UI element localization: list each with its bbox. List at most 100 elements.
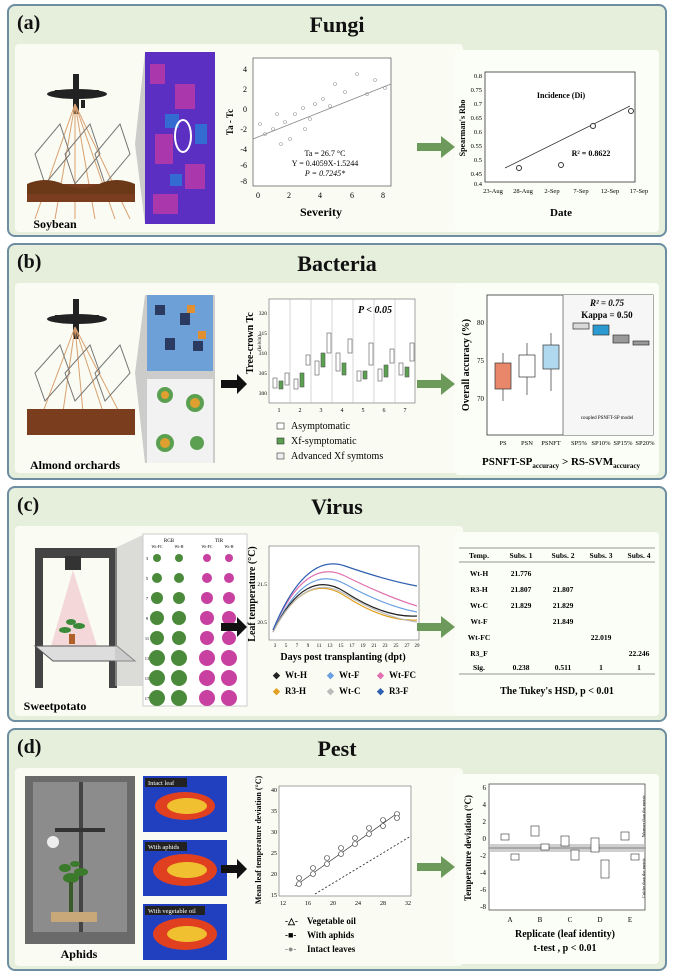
xtick: 7: [404, 408, 407, 414]
accuracy-caption: PSNFT-SPaccuracy > RS-SVMaccuracy: [482, 456, 640, 470]
airplane-sensing-scene: 4 2 0 -2 -4 -6 -8 0 2 4 6 8 Severity Ta …: [27, 52, 392, 231]
xtick: 20: [330, 901, 336, 907]
result-card: R² = 0.75 Kappa = 0.50 coupled PSNFT-SP …: [455, 283, 659, 475]
table-cell: 0.511: [555, 663, 572, 672]
ytick: 310: [259, 351, 268, 357]
legend-marker: -●-: [285, 944, 296, 954]
ytick: 35: [271, 809, 277, 815]
table-cell: 21.849: [553, 617, 574, 626]
ytick: 0.4: [474, 181, 483, 188]
mean-deviation-scatter: 40 35 30 25 20 15 12 16 20 24 28 32 Mean…: [254, 775, 412, 954]
table-header: Subs. 1: [510, 551, 533, 560]
thermal-label: With vegetable oil: [148, 908, 196, 915]
thermal-label: Intact leaf: [148, 780, 175, 787]
y-axis-label: Overall accuracy (%): [461, 319, 472, 411]
legend-marker: ◆: [272, 670, 281, 680]
table-cell: 1: [599, 663, 603, 672]
legend-marker: -△-: [285, 916, 298, 926]
stat-line: Y = 0.4059X-1.5244: [292, 159, 358, 168]
ytick: 315: [259, 331, 268, 337]
table-rows: Wt-H 21.776 R3-H 21.807 21.807 Wt-C 21.829 21…: [468, 569, 650, 672]
xtick: 16: [305, 901, 311, 907]
table-header: Subs. 3: [590, 551, 613, 560]
xtick: 24: [355, 901, 361, 907]
y-axis-label: Tree-crown Tc: [245, 312, 256, 374]
xtick: PSN: [521, 440, 533, 447]
xtick: 15: [339, 644, 345, 649]
xtick: 11: [317, 644, 322, 649]
stat-line: Ta = 26.7 °C: [305, 149, 346, 158]
ytick: 40: [271, 788, 277, 794]
ytick: -4: [480, 869, 486, 877]
xtick: 12: [280, 901, 286, 907]
ytick: -4: [240, 145, 247, 154]
legend-label: Vegetable oil: [307, 916, 356, 926]
table-cell: 22.246: [629, 649, 650, 658]
ytick: 0.55: [471, 143, 482, 150]
ytick: 2: [483, 818, 487, 826]
legend-label: R3-F: [389, 686, 409, 696]
xtick: 27: [405, 644, 411, 649]
arrow-icon: [221, 859, 247, 879]
airplane-icon: [47, 74, 107, 114]
panel-label: (a): [17, 12, 41, 34]
host-label: Almond orchards: [30, 458, 120, 472]
ytick: -8: [240, 177, 247, 186]
sensing-illustration: Intact leaf With aphids With vegetable o…: [15, 768, 463, 966]
line-legend: ◆ Wt-H ◆ Wt-F ◆ Wt-FC ◆ R3-H ◆ Wt-C ◆ R3-F: [272, 670, 416, 696]
xtick: 19: [361, 644, 367, 649]
ytick: 20.5: [257, 620, 267, 626]
grid-subheader: Wt-H: [224, 544, 233, 549]
model-note: coupled PSNFT-SP model: [581, 416, 634, 421]
table-caption: The Tukey's HSD, p < 0.01: [500, 686, 614, 697]
legend-label: Wt-H: [285, 670, 307, 680]
xtick: SP20%: [635, 440, 655, 447]
table-cell: 21.807: [511, 585, 532, 594]
table-cell: 1: [637, 663, 641, 672]
xtick: SP10%: [591, 440, 611, 447]
day-label: 7: [146, 596, 149, 601]
xtick: E: [628, 916, 632, 924]
table-cell: Wt-FC: [468, 633, 491, 642]
xtick: 1: [278, 408, 281, 414]
panel-label: (c): [17, 494, 40, 516]
warm-annotation: Warmer than the metric: [641, 795, 646, 838]
ytick: 0.45: [471, 171, 482, 178]
table-cell: 21.829: [511, 601, 532, 610]
xtick: PS: [499, 440, 507, 447]
xtick: 2: [299, 408, 302, 414]
arrow-icon: [417, 616, 455, 638]
xtick: 8: [381, 191, 385, 200]
ytick: 20: [271, 872, 277, 878]
xtick: 32: [405, 901, 411, 907]
ytick: 0.6: [474, 129, 483, 136]
ytick: 0.65: [471, 115, 482, 122]
panel-title: Virus: [311, 494, 363, 519]
xtick: 5: [362, 408, 365, 414]
aphid-scene: Intact leaf With aphids With vegetable o…: [25, 775, 412, 961]
xtick: 13: [328, 644, 334, 649]
grid-subheader: Wt-FC: [151, 544, 162, 549]
ytick: 0: [243, 105, 247, 114]
xtick: 4: [318, 191, 322, 200]
xtick: 6: [383, 408, 386, 414]
ytick: 4: [483, 801, 487, 809]
ytick: -2: [240, 125, 247, 134]
xtick: 3: [320, 408, 323, 414]
ytick: 75: [477, 357, 485, 365]
ytick: -8: [480, 903, 486, 911]
table-cell: Wt-C: [470, 601, 488, 610]
table-cell: 21.807: [553, 585, 574, 594]
y-axis-label: Ta - Tc: [225, 109, 235, 135]
host-label: Soybean: [33, 217, 77, 231]
xtick: 7-Sep: [573, 188, 588, 195]
legend-marker: ◆: [272, 686, 281, 696]
ytick: 25: [271, 851, 277, 857]
temperature-deviation-boxplot: Warmer than the metric Colder than the m…: [463, 783, 646, 954]
host-label: Aphids: [61, 947, 98, 961]
ytick: 300: [259, 391, 268, 397]
ytick: 0.7: [474, 101, 483, 108]
y-axis-unit: (kelvin): [258, 335, 263, 351]
result-card: Warmer than the metric Colder than the m…: [455, 774, 659, 964]
ytick: 70: [477, 395, 485, 403]
